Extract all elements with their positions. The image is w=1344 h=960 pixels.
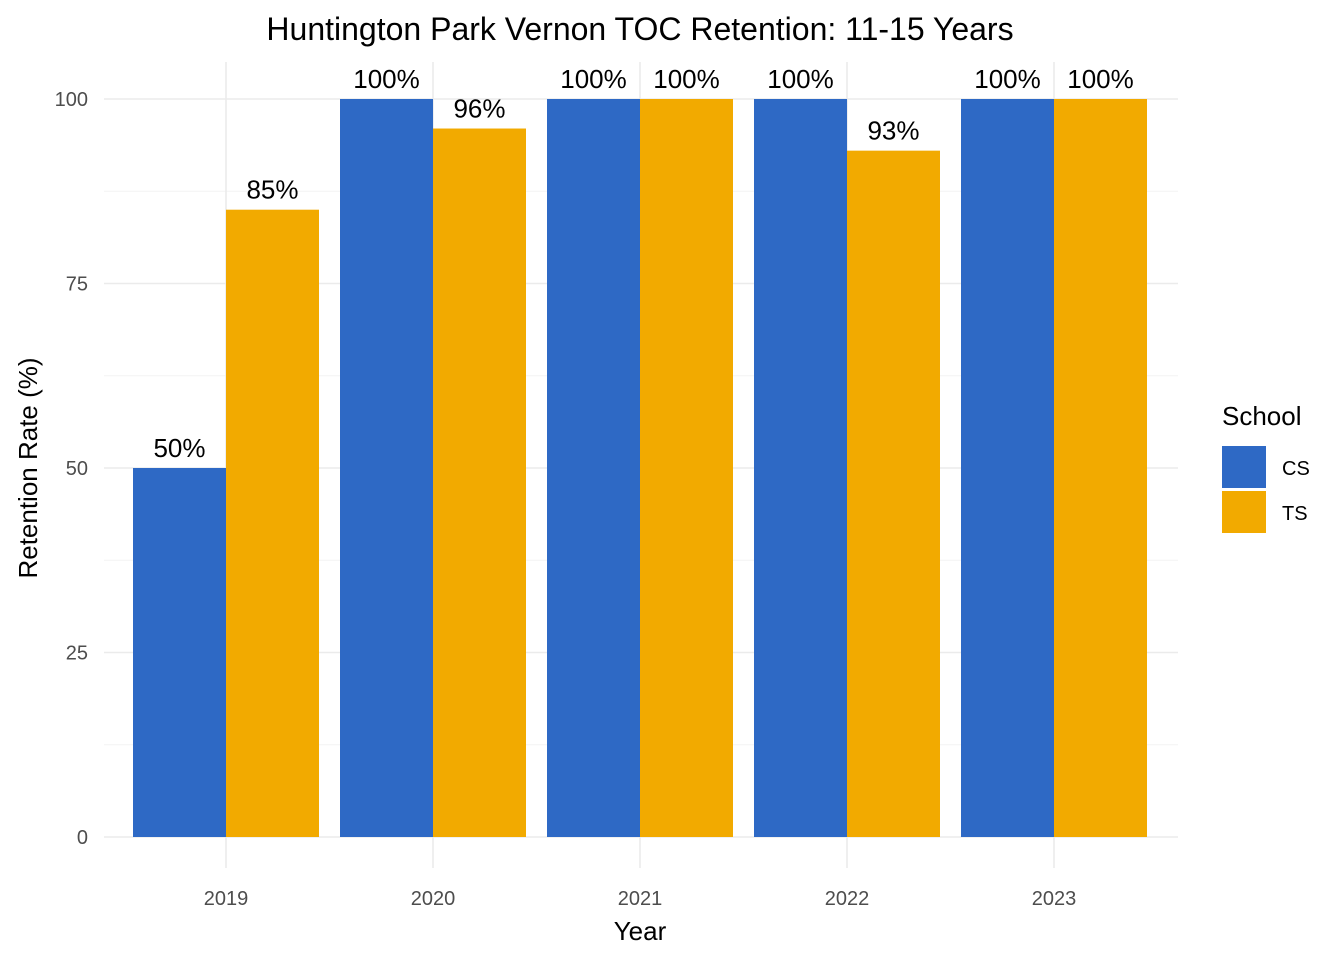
bar-ts-2020 xyxy=(433,128,526,837)
data-label-cs-2023: 100% xyxy=(974,64,1041,94)
bar-cs-2023 xyxy=(961,99,1054,837)
data-label-ts-2020: 96% xyxy=(453,94,505,124)
data-label-ts-2019: 85% xyxy=(246,175,298,205)
y-tick-label: 50 xyxy=(66,458,88,480)
y-axis-title: Retention Rate (%) xyxy=(13,357,43,578)
bar-cs-2021 xyxy=(547,99,640,837)
bar-ts-2019 xyxy=(226,209,319,837)
x-tick-label: 2022 xyxy=(825,888,870,910)
chart-title: Huntington Park Vernon TOC Retention: 11… xyxy=(266,11,1013,47)
data-label-cs-2022: 100% xyxy=(767,64,834,94)
x-axis-title: Year xyxy=(614,916,667,946)
bars xyxy=(133,99,1147,837)
x-axis-ticks: 2019 2020 2021 2022 2023 xyxy=(204,888,1077,910)
bar-ts-2021 xyxy=(640,99,733,837)
y-tick-label: 0 xyxy=(77,827,88,849)
data-label-ts-2022: 93% xyxy=(867,116,919,146)
data-labels: 50% 100% 100% 100% 100% 85% 96% 100% 93% 100% xyxy=(153,64,1133,463)
bar-ts-2022 xyxy=(847,150,940,837)
bar-ts-2023 xyxy=(1054,99,1147,837)
x-tick-label: 2020 xyxy=(411,888,456,910)
legend-title: School xyxy=(1222,401,1302,431)
bar-cs-2019 xyxy=(133,468,226,837)
legend-label-cs: CS xyxy=(1282,458,1310,480)
y-tick-label: 25 xyxy=(66,643,88,665)
data-label-ts-2021: 100% xyxy=(653,64,720,94)
y-axis-ticks: 0 25 50 75 100 xyxy=(55,89,88,849)
y-tick-label: 100 xyxy=(55,89,88,111)
legend: School CS TS xyxy=(1222,401,1310,533)
data-label-cs-2020: 100% xyxy=(353,64,420,94)
data-label-ts-2023: 100% xyxy=(1067,64,1134,94)
data-label-cs-2021: 100% xyxy=(560,64,627,94)
x-tick-label: 2023 xyxy=(1032,888,1077,910)
bar-cs-2020 xyxy=(340,99,433,837)
data-label-cs-2019: 50% xyxy=(153,433,205,463)
legend-label-ts: TS xyxy=(1282,503,1308,525)
bar-cs-2022 xyxy=(754,99,847,837)
x-tick-label: 2019 xyxy=(204,888,249,910)
x-tick-label: 2021 xyxy=(618,888,663,910)
legend-key-ts xyxy=(1222,491,1266,533)
y-tick-label: 75 xyxy=(66,274,88,296)
legend-key-cs xyxy=(1222,446,1266,488)
